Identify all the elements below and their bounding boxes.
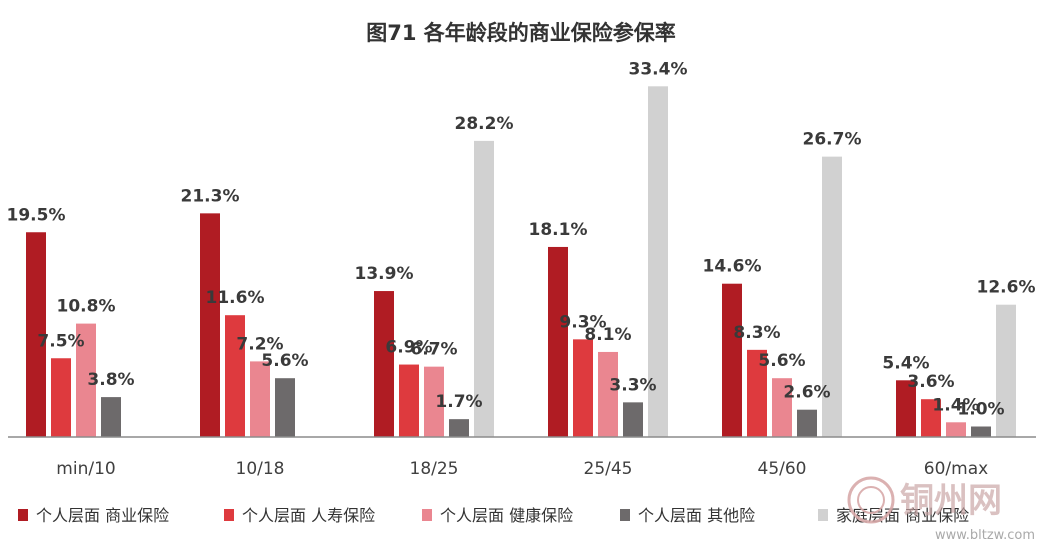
legend-label: 个人层面 其他险 — [638, 506, 755, 525]
bar-10-18-s1 — [225, 315, 245, 437]
value-label: 6.9% — [385, 338, 432, 358]
bar-25-45-s1 — [573, 339, 593, 437]
category-label: 45/60 — [758, 459, 807, 479]
value-label: 3.3% — [609, 375, 656, 395]
watermark-text: 铜州网 — [900, 481, 1002, 521]
value-label: 5.6% — [261, 351, 308, 371]
bar-60-max-s3 — [971, 426, 991, 437]
bar-45-60-s2 — [772, 378, 792, 437]
category-label: 25/45 — [584, 459, 633, 479]
legend-swatch — [224, 509, 234, 521]
value-label: 14.6% — [703, 257, 762, 277]
legend-label: 个人层面 健康保险 — [440, 506, 573, 525]
watermark: 铜州网 www.bltzw.com — [847, 476, 1035, 543]
bar-45-60-s1 — [747, 349, 767, 437]
legend-item: 个人层面 健康保险 — [422, 506, 573, 525]
bars-layer — [26, 86, 1016, 438]
bar-10-18-s3 — [275, 378, 295, 437]
legend-label: 个人层面 商业保险 — [36, 506, 169, 525]
legend-label: 个人层面 人寿保险 — [242, 506, 375, 525]
bar-60-max-s1 — [921, 399, 941, 437]
bar-25-45-s0 — [548, 246, 568, 437]
watermark-url: www.bltzw.com — [935, 528, 1035, 543]
bar-25-45-s4 — [648, 86, 668, 438]
legend-item: 家庭层面 商业保险 — [818, 506, 969, 525]
bar-18-25-s0 — [374, 291, 394, 437]
category-label: 10/18 — [236, 459, 285, 479]
value-label: 1.7% — [435, 392, 482, 412]
value-label: 6.7% — [410, 340, 457, 360]
value-label: 1.0% — [957, 400, 1004, 420]
bar-min-10-s0 — [26, 232, 46, 437]
bar-18-25-s2 — [424, 366, 444, 437]
value-label: 3.8% — [87, 370, 134, 390]
bar-min-10-s1 — [51, 358, 71, 437]
bar-18-25-s1 — [399, 364, 419, 437]
value-label: 7.2% — [236, 334, 283, 354]
value-label: 18.1% — [529, 220, 588, 240]
legend-item: 个人层面 人寿保险 — [224, 506, 375, 525]
category-label: 60/max — [924, 459, 988, 479]
bar-45-60-s3 — [797, 409, 817, 437]
bar-min-10-s2 — [76, 323, 96, 437]
value-label: 3.6% — [907, 372, 954, 392]
category-label: min/10 — [56, 459, 115, 479]
bar-60-max-s2 — [946, 422, 966, 437]
bar-18-25-s4 — [474, 140, 494, 437]
legend-swatch — [18, 509, 28, 521]
value-label: 2.6% — [783, 383, 830, 403]
bar-25-45-s3 — [623, 402, 643, 437]
watermark-seal-icon — [847, 476, 895, 524]
value-label: 10.8% — [57, 297, 116, 317]
value-label: 1.4% — [932, 395, 979, 415]
legend-swatch — [620, 509, 630, 521]
value-labels-layer: 19.5%7.5%10.8%3.8%21.3%11.6%7.2%5.6%13.9… — [7, 59, 1036, 419]
legend-item: 个人层面 商业保险 — [18, 506, 169, 525]
watermark-seal-inner-icon — [857, 486, 885, 514]
value-label: 33.4% — [629, 59, 688, 79]
value-label: 7.5% — [37, 331, 84, 351]
bar-min-10-s3 — [101, 397, 121, 437]
legend-swatch — [422, 509, 432, 521]
bar-45-60-s4 — [822, 156, 842, 437]
value-label: 8.3% — [733, 323, 780, 343]
value-label: 11.6% — [206, 288, 265, 308]
value-label: 28.2% — [455, 114, 514, 134]
bar-18-25-s3 — [449, 419, 469, 437]
bar-10-18-s2 — [250, 361, 270, 437]
value-label: 9.3% — [559, 312, 606, 332]
value-label: 26.7% — [803, 130, 862, 150]
value-label: 21.3% — [181, 186, 240, 206]
value-label: 8.1% — [584, 325, 631, 345]
legend-label: 家庭层面 商业保险 — [836, 506, 969, 525]
legend-item: 个人层面 其他险 — [620, 506, 755, 525]
category-label: 18/25 — [410, 459, 459, 479]
bar-25-45-s2 — [598, 351, 618, 437]
bar-60-max-s4 — [996, 304, 1016, 437]
bar-45-60-s0 — [722, 283, 742, 437]
bar-10-18-s0 — [200, 213, 220, 437]
legend: 个人层面 商业保险 个人层面 人寿保险 个人层面 健康保险 个人层面 其他险 家庭层面 … — [18, 506, 969, 525]
value-label: 5.4% — [882, 353, 929, 373]
value-label: 5.6% — [758, 351, 805, 371]
value-label: 13.9% — [355, 264, 414, 284]
bar-60-max-s0 — [896, 380, 916, 437]
category-labels-layer: min/10 10/18 18/25 25/45 45/60 60/max — [56, 459, 988, 479]
value-label: 19.5% — [7, 205, 66, 225]
value-label: 12.6% — [977, 278, 1036, 298]
legend-swatch — [818, 509, 828, 521]
chart-title: 图71 各年龄段的商业保险参保率 — [366, 21, 676, 45]
